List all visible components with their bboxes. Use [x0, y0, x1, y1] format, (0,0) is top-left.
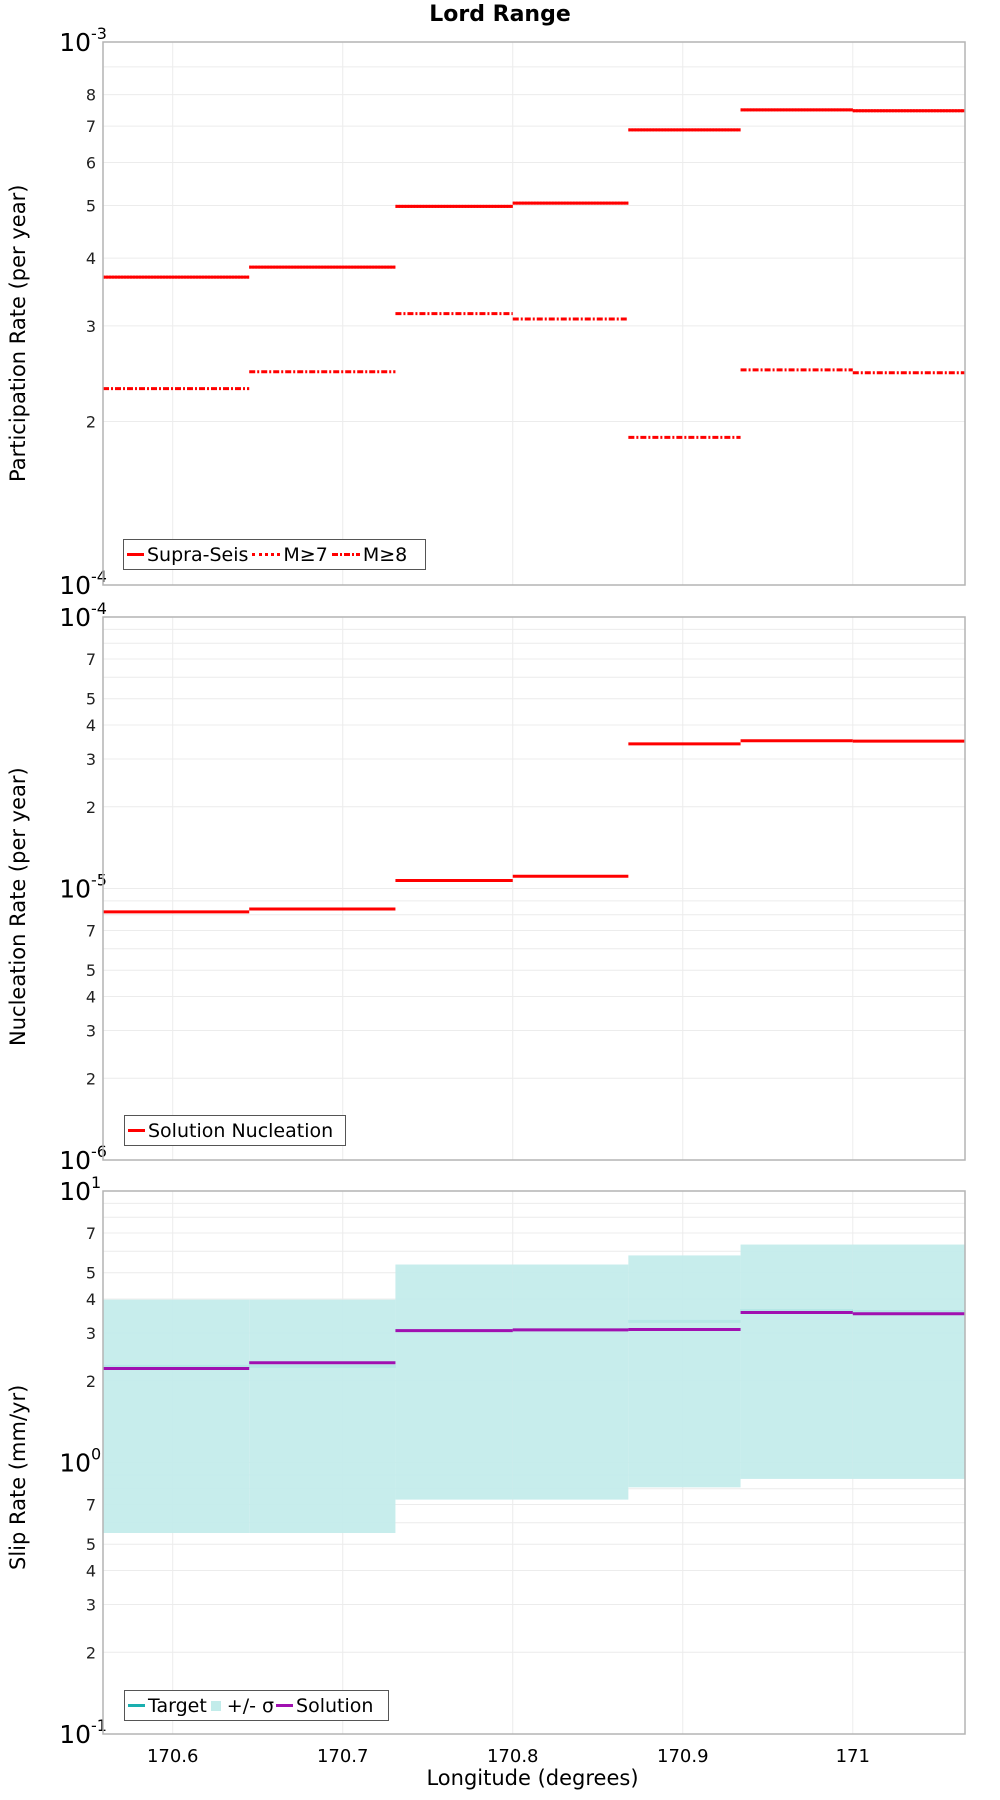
legend-nucleation: Solution Nucleation	[124, 1115, 346, 1146]
sigma-band-segment	[395, 1264, 513, 1500]
legend-slip-rate: Target +/- σ Solution	[124, 1690, 389, 1721]
legend-swatch-m8	[331, 553, 360, 556]
svg-text:-1: -1	[91, 1716, 107, 1735]
sigma-band-segment	[512, 1264, 629, 1500]
y-tick-label: 2	[86, 1372, 96, 1391]
x-tick-label: 170.8	[487, 1746, 539, 1767]
legend-label-target: Target	[148, 1694, 207, 1717]
svg-text:1: 1	[91, 1173, 101, 1192]
y-tick-label: 5	[86, 1535, 96, 1554]
y-tick-label: 7	[86, 650, 96, 669]
y-decade-label: 10	[59, 1177, 91, 1206]
y-tick-label: 5	[86, 1264, 96, 1283]
legend-label-m7: M≥7	[283, 543, 328, 566]
legend-label-solution: Solution	[296, 1694, 374, 1717]
legend-participation: Supra-Seis M≥7 M≥8	[123, 539, 426, 570]
plot-frame	[102, 616, 966, 1161]
y-tick-label: 3	[86, 1021, 96, 1040]
svg-text:-6: -6	[91, 1142, 107, 1161]
legend-swatch-solution	[276, 1704, 294, 1707]
x-tick-label: 170.7	[317, 1746, 369, 1767]
y-tick-label: 4	[86, 988, 96, 1007]
chart-title: Lord Range	[429, 2, 571, 27]
legend-swatch-supra-seis	[127, 553, 144, 556]
y-tick-label: 7	[86, 922, 96, 941]
y-tick-label: 3	[86, 317, 96, 336]
svg-text:0: 0	[91, 1445, 101, 1464]
y-tick-label: 6	[86, 153, 96, 172]
svg-text:-4: -4	[91, 567, 107, 586]
legend-swatch-sigma-band	[210, 1700, 221, 1711]
y-tick-label: 2	[86, 1069, 96, 1088]
y-axis-label-participation: Participation Rate (per year)	[6, 184, 30, 482]
y-tick-label: 4	[86, 716, 96, 735]
y-decade-label: 10	[59, 571, 91, 600]
y-tick-label: 5	[86, 690, 96, 709]
legend-label-sigma: +/- σ	[226, 1694, 275, 1717]
y-tick-label: 2	[86, 1643, 96, 1662]
y-tick-label: 8	[86, 86, 96, 105]
x-axis-label: Longitude (degrees)	[426, 1766, 639, 1790]
y-tick-label: 7	[86, 117, 96, 136]
y-tick-label: 5	[86, 961, 96, 980]
legend-label-solution-nucleation: Solution Nucleation	[148, 1119, 334, 1142]
y-tick-label: 5	[86, 196, 96, 215]
x-tick-label: 171	[836, 1746, 870, 1767]
legend-swatch-target	[128, 1704, 145, 1707]
y-decade-label: 10	[59, 1720, 91, 1749]
legend-label-m8: M≥8	[362, 543, 408, 566]
y-decade-label: 10	[59, 1146, 91, 1175]
sigma-band-segment	[740, 1244, 853, 1479]
y-axis-label-nucleation: Nucleation Rate (per year)	[6, 767, 30, 1046]
legend-swatch-solution-nucleation	[128, 1129, 145, 1132]
svg-text:-3: -3	[91, 24, 107, 43]
plot-frame	[102, 1190, 966, 1735]
y-decade-label: 10	[59, 1449, 91, 1478]
svg-text:-4: -4	[91, 599, 107, 618]
y-tick-label: 4	[86, 249, 96, 268]
y-decade-label: 10	[59, 28, 91, 57]
sigma-band-segment	[103, 1299, 250, 1533]
y-decade-label: 10	[59, 603, 91, 632]
y-tick-label: 3	[86, 1324, 96, 1343]
y-decade-label: 10	[59, 875, 91, 904]
legend-swatch-m7	[252, 553, 281, 556]
svg-text:-5: -5	[91, 871, 107, 890]
sigma-band-segment	[852, 1244, 965, 1479]
y-tick-label: 3	[86, 1595, 96, 1614]
y-tick-label: 4	[86, 1562, 96, 1581]
x-tick-label: 170.6	[147, 1746, 199, 1767]
legend-label-supra-seis: Supra-Seis	[147, 543, 249, 566]
y-tick-label: 4	[86, 1290, 96, 1309]
x-tick-label: 170.9	[657, 1746, 709, 1767]
sigma-band-segment	[249, 1299, 396, 1533]
y-tick-label: 3	[86, 750, 96, 769]
y-tick-label: 7	[86, 1496, 96, 1515]
y-axis-label-slip-rate: Slip Rate (mm/yr)	[6, 1384, 30, 1570]
y-tick-label: 2	[86, 413, 96, 432]
y-tick-label: 2	[86, 798, 96, 817]
sigma-band-segment	[628, 1255, 741, 1488]
plot-frame	[102, 41, 966, 586]
y-tick-label: 7	[86, 1224, 96, 1243]
